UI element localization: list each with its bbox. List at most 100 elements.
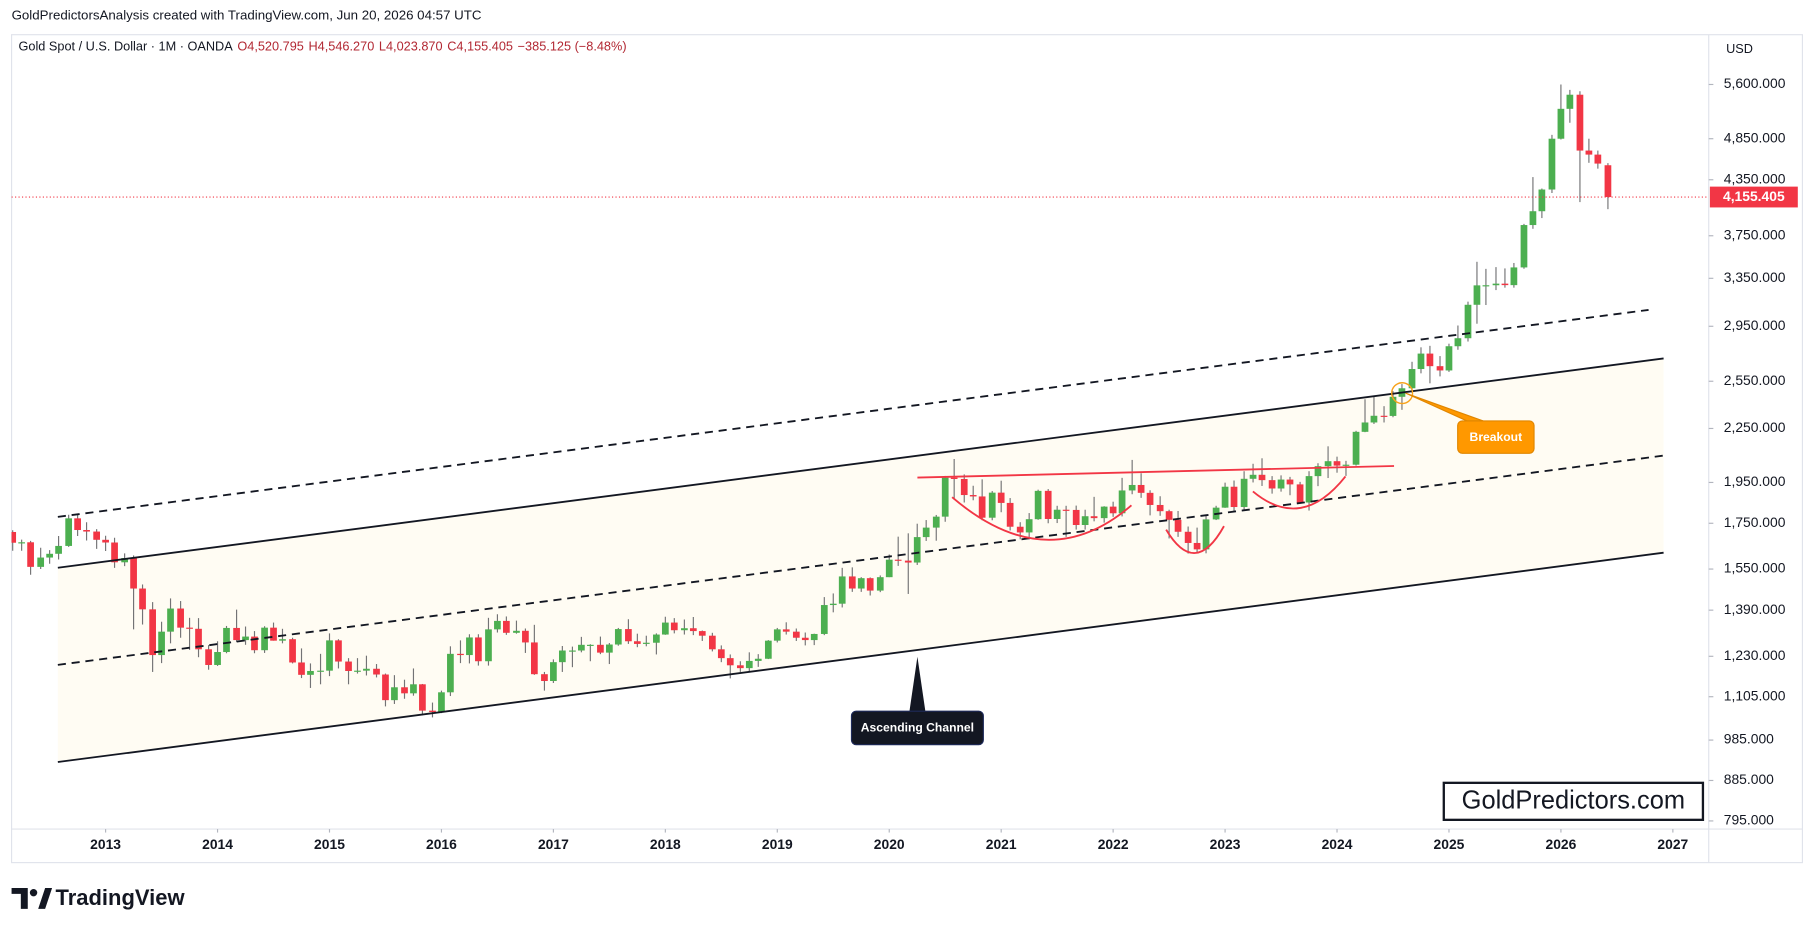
candle-body <box>1305 476 1313 503</box>
candle-body <box>820 605 828 634</box>
candle-body <box>307 670 314 675</box>
candle-body <box>1566 94 1574 109</box>
candle-body <box>866 578 874 591</box>
candle-body <box>726 658 734 666</box>
candle-body <box>1286 479 1294 485</box>
cup-arc <box>951 496 1133 541</box>
candle-body <box>558 650 566 663</box>
x-tick-label: 2026 <box>1545 836 1576 852</box>
channel-upper <box>57 357 1664 569</box>
candle-body <box>1324 461 1332 467</box>
candle-body <box>773 629 781 641</box>
cup-arc <box>1252 475 1347 510</box>
candle-body <box>848 576 856 589</box>
candle-body <box>625 629 632 642</box>
candle-body <box>391 687 398 701</box>
x-tick-label: 2024 <box>1322 836 1353 852</box>
candle-body <box>531 642 538 675</box>
candle-body <box>345 661 352 671</box>
x-tick-label: 2015 <box>314 836 345 852</box>
watermark: GoldPredictors.com <box>1462 787 1685 815</box>
cup-arc <box>1165 525 1225 554</box>
candle-body <box>1090 516 1098 519</box>
candle-body <box>1436 366 1444 371</box>
candle-body <box>270 627 277 641</box>
brand: TradingView <box>56 885 186 910</box>
candle-body <box>969 495 977 497</box>
attribution: GoldPredictorsAnalysis created with Trad… <box>12 8 482 23</box>
candle-body <box>186 627 193 629</box>
candle-body <box>801 637 809 641</box>
candle-body <box>829 603 837 606</box>
y-tick-label: 3,350.000 <box>1724 269 1786 285</box>
candle-body <box>335 640 342 662</box>
x-tick-label: 2022 <box>1098 836 1129 852</box>
candle-body <box>139 588 146 610</box>
candle-body <box>1137 484 1145 493</box>
y-tick-label: 985.000 <box>1724 731 1774 747</box>
candle-body <box>1100 506 1108 519</box>
candle-body <box>354 670 361 672</box>
channel-upper-dashed <box>57 308 1649 518</box>
resistance-line <box>917 465 1395 479</box>
y-tick-label: 2,250.000 <box>1724 419 1786 435</box>
candle-body <box>1156 504 1164 512</box>
candle-body <box>149 609 156 656</box>
candle-body <box>1165 511 1173 520</box>
candle-body <box>997 492 1005 503</box>
candle-body <box>1594 154 1602 164</box>
candle-body <box>689 628 697 632</box>
candle-body <box>298 662 305 675</box>
ohlc-low: L4,023.870 <box>379 39 443 54</box>
candle-body <box>1389 396 1397 416</box>
channel-mid-dashed <box>57 454 1664 666</box>
ohlc-open: O4,520.795 <box>237 39 304 54</box>
candle-body <box>93 531 101 540</box>
candle-body <box>988 492 996 518</box>
symbol-legend: Gold Spot / U.S. Dollar · 1M · OANDA O4,5… <box>19 39 627 54</box>
symbol-title: Gold Spot / U.S. Dollar · 1M · OANDA <box>19 39 234 54</box>
candle-body <box>195 628 202 650</box>
candle-body <box>503 620 510 633</box>
tradingview-logo: TradingView <box>11 885 186 910</box>
candle-body <box>1221 486 1229 508</box>
candles <box>11 84 1612 718</box>
candle-body <box>950 477 958 479</box>
candle-body <box>74 518 81 531</box>
candle-body <box>1408 369 1416 389</box>
candle-body <box>1006 502 1014 527</box>
candle-body <box>1538 189 1546 212</box>
candle-body <box>382 674 389 701</box>
candle-body <box>167 608 174 632</box>
candle-body <box>401 687 408 694</box>
candle-body <box>111 542 118 563</box>
candle-body <box>205 649 212 665</box>
candle-body <box>1044 490 1052 519</box>
candle-body <box>736 665 744 669</box>
candle-body <box>1464 304 1472 339</box>
candle-body <box>1202 519 1210 550</box>
breakout-label: Breakout <box>1470 430 1523 444</box>
candle-body <box>1193 542 1201 550</box>
candle-body <box>894 559 902 561</box>
candle-body <box>782 629 790 632</box>
candle-body <box>11 531 17 543</box>
candle-body <box>326 640 333 671</box>
candle-body <box>494 620 501 630</box>
candle-body <box>1604 165 1612 198</box>
candle-body <box>522 630 529 643</box>
candle-body <box>233 627 240 641</box>
breakout-circle <box>1391 382 1414 405</box>
candle-body <box>633 641 641 644</box>
candle-body <box>1258 474 1266 481</box>
candle-body <box>1118 490 1126 514</box>
axes: 795.000 885.000 985.000 1,105.000 1,230.000 1… <box>90 75 1798 852</box>
candle-body <box>223 627 230 653</box>
candle-body <box>597 644 604 653</box>
candle-body <box>1352 431 1360 465</box>
candle-body <box>279 639 286 641</box>
x-tick-label: 2016 <box>426 836 457 852</box>
candle-body <box>885 559 893 578</box>
candle-body <box>1081 516 1089 526</box>
